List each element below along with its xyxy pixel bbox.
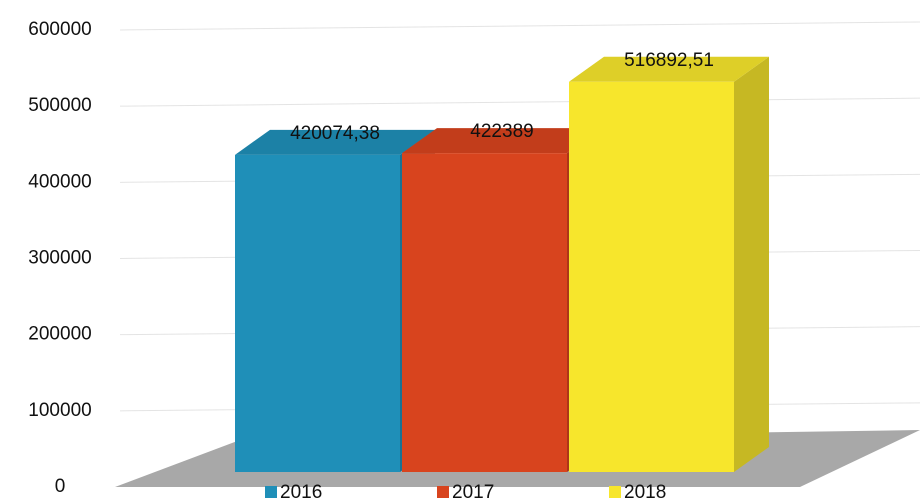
legend-label: 2016 (280, 482, 322, 503)
legend-swatch (437, 486, 449, 498)
legend-swatch (265, 486, 277, 498)
value-label: 516892,51 (624, 50, 714, 71)
legend-label: 2017 (452, 482, 494, 503)
y-tick-label: 200000 (28, 324, 91, 345)
legend-label: 2018 (624, 482, 666, 503)
legend-swatch (609, 486, 621, 498)
grid-line (119, 97, 920, 107)
bar-face (235, 154, 400, 472)
value-label: 422389 (470, 121, 533, 142)
bar-face (569, 56, 769, 82)
grid-line (119, 21, 920, 31)
y-tick-label: 300000 (28, 248, 91, 269)
bar-face (402, 153, 567, 472)
bar-face (569, 81, 734, 472)
y-tick-label: 600000 (28, 19, 91, 40)
bar-face (734, 56, 769, 472)
y-tick-label: 400000 (28, 171, 91, 192)
y-tick-label: 500000 (28, 95, 91, 116)
bar-face (235, 129, 435, 155)
value-label: 420074,38 (290, 123, 380, 144)
y-tick-label: 0 (55, 476, 66, 497)
y-tick-label: 100000 (28, 400, 91, 421)
bar-face (402, 128, 602, 154)
bar (569, 56, 769, 472)
